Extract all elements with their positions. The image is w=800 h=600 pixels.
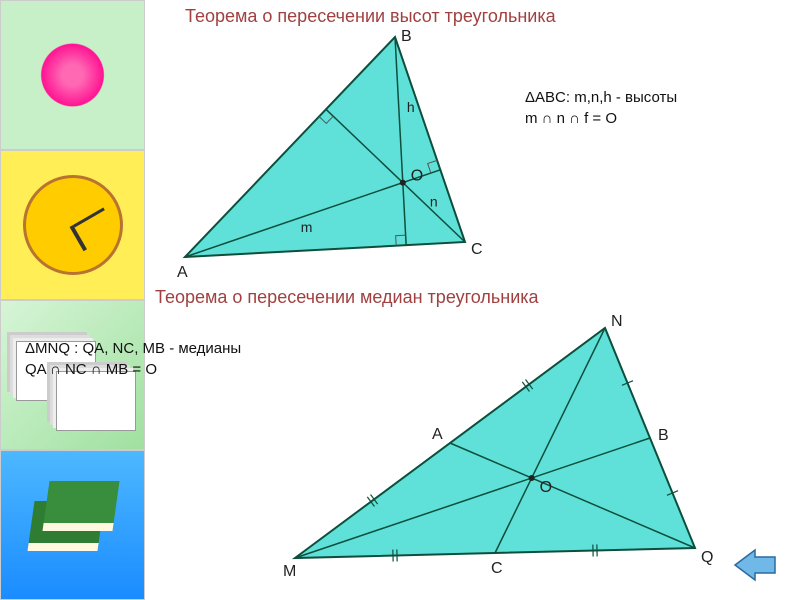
medians-diagram-block: ΔMNQ : QA, NC, MB - медианы QA ∩ NC ∩ MB… <box>145 308 800 598</box>
medians-formula-line2: QA ∩ NC ∩ MB = O <box>25 359 241 380</box>
flower-photo <box>0 0 145 150</box>
svg-text:h: h <box>407 99 415 115</box>
svg-text:A: A <box>177 264 188 281</box>
svg-text:O: O <box>540 479 552 496</box>
altitudes-diagram-block: A B C Om n h ΔABC: m,n,h - высоты m ∩ n ∩ f =… <box>145 27 800 287</box>
clock-photo <box>0 150 145 300</box>
sidebar-images <box>0 0 145 600</box>
svg-text:Q: Q <box>701 549 713 566</box>
theorem-title-2: Теорема о пересечении медиан треугольник… <box>145 287 800 308</box>
svg-text:m: m <box>301 219 313 235</box>
medians-formula-line1: ΔMNQ : QA, NC, MB - медианы <box>25 338 241 359</box>
back-arrow-icon <box>730 545 780 585</box>
svg-text:B: B <box>658 427 669 444</box>
svg-text:O: O <box>411 168 423 185</box>
svg-text:N: N <box>611 313 623 330</box>
medians-formula: ΔMNQ : QA, NC, MB - медианы QA ∩ NC ∩ MB… <box>25 338 241 380</box>
medians-triangle-svg: M N Q A B C O <box>265 308 745 588</box>
svg-text:A: A <box>432 426 443 443</box>
svg-text:B: B <box>401 28 412 45</box>
altitudes-formula: ΔABC: m,n,h - высоты m ∩ n ∩ f = O <box>525 87 677 129</box>
svg-text:C: C <box>491 560 503 577</box>
altitudes-triangle-svg: A B C Om n h <box>145 27 515 287</box>
back-button[interactable] <box>730 545 780 585</box>
theorem-title-1: Теорема о пересечении высот треугольника <box>145 6 800 27</box>
svg-text:M: M <box>283 563 296 580</box>
svg-text:n: n <box>430 193 438 209</box>
altitudes-formula-line1: ΔABC: m,n,h - высоты <box>525 87 677 108</box>
books-photo <box>0 450 145 600</box>
svg-text:C: C <box>471 241 483 258</box>
altitudes-formula-line2: m ∩ n ∩ f = O <box>525 108 677 129</box>
main-content: Теорема о пересечении высот треугольника… <box>145 0 800 600</box>
